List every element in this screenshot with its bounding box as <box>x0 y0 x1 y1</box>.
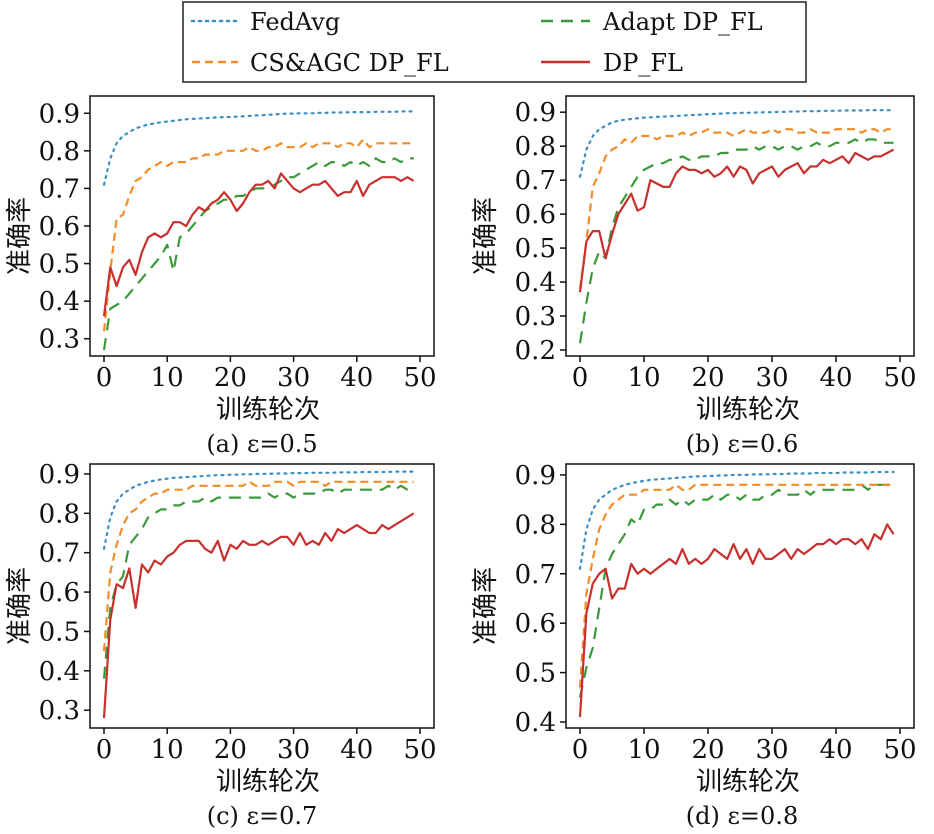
panel-d-series-adapt-dp-fl <box>578 483 894 698</box>
chart-panel-c: 0 10 20 30 40 50 0.3 0.4 0.5 0.6 0.7 0.8 0.9 训练轮次 准确… <box>5 460 437 830</box>
panel-c-y-tick-label: 0.8 <box>39 499 80 529</box>
legend: FedAvg Adapt DP_FL CS&AGC DP_FL DP_FL <box>182 1 807 83</box>
panel-b-x-tick-label: 30 <box>755 363 788 393</box>
panel-c-frame <box>89 463 435 729</box>
panel-b-y-axis-label: 准确率 <box>471 197 501 275</box>
panel-a-series-cs-agc-dp-fl <box>102 138 414 332</box>
panel-d-y-axis-label: 准确率 <box>471 567 501 645</box>
panel-b-y-tick-label: 0.3 <box>515 302 556 332</box>
panel-d-y-tick-label: 0.9 <box>515 461 556 491</box>
panel-d-y-tick-label: 0.5 <box>515 659 556 689</box>
panel-c-plot-area: 0 10 20 30 40 50 0.3 0.4 0.5 0.6 0.7 0.8 0.9 <box>39 460 437 765</box>
panel-d-series-cs-agc-dp-fl <box>578 483 894 688</box>
panel-c-x-tick-label: 20 <box>214 735 247 765</box>
panel-c-y-tick-label: 0.9 <box>39 460 80 490</box>
legend-label-cs-agc-dp-fl: CS&AGC DP_FL <box>250 49 449 77</box>
panel-c-y-tick-label: 0.6 <box>39 578 80 608</box>
panel-d-x-tick-label: 10 <box>627 735 660 765</box>
panel-d-x-tick-label: 50 <box>883 735 916 765</box>
panel-c-y-tick-label: 0.5 <box>39 617 80 647</box>
panel-c-x-tick-label: 50 <box>403 735 436 765</box>
panel-a-x-tick-label: 10 <box>151 363 184 393</box>
panel-c-x-axis-label: 训练轮次 <box>216 767 320 797</box>
panel-d-y-tick-label: 0.7 <box>515 560 556 590</box>
panel-d-y-tick-label: 0.6 <box>515 609 556 639</box>
panel-d-caption: (d) ε=0.8 <box>686 802 798 830</box>
panel-d-x-axis-label: 训练轮次 <box>696 767 800 797</box>
chart-panel-b: 0 10 20 30 40 50 0.2 0.3 0.4 0.5 0.6 0.7 0.8 0.9 训练轮次… <box>471 95 917 458</box>
panel-b-series-cs-agc-dp-fl <box>578 128 894 289</box>
panel-d-x-tick-label: 30 <box>755 735 788 765</box>
chart-panel-a: 0 10 20 30 40 50 0.3 0.4 0.5 0.6 0.7 0.8 0.9 训练轮次 准确… <box>5 95 437 458</box>
panel-c-x-tick-label: 30 <box>277 735 310 765</box>
panel-a-y-tick-label: 0.4 <box>39 287 80 317</box>
panel-b-y-tick-label: 0.6 <box>515 200 556 230</box>
panel-c-y-tick-label: 0.7 <box>39 539 80 569</box>
panel-c-series-cs-agc-dp-fl <box>102 480 414 652</box>
panel-c-x-tick-label: 40 <box>340 735 373 765</box>
panel-c-y-tick-label: 0.3 <box>39 696 80 726</box>
panel-b-x-tick-label: 20 <box>691 363 724 393</box>
panel-a-caption: (a) ε=0.5 <box>206 430 317 458</box>
panel-b-x-tick-label: 40 <box>819 363 852 393</box>
panel-a-x-axis-label: 训练轮次 <box>216 395 320 425</box>
panel-c-y-tick-label: 0.4 <box>39 657 80 687</box>
panel-a-y-tick-label: 0.6 <box>39 212 80 242</box>
panel-b-y-tick-label: 0.8 <box>515 132 556 162</box>
panel-b-y-tick-label: 0.4 <box>515 268 556 298</box>
panel-b-plot-area: 0 10 20 30 40 50 0.2 0.3 0.4 0.5 0.6 0.7 0.8 0.9 <box>515 95 917 393</box>
panel-d-y-tick-label: 0.4 <box>515 708 556 738</box>
panel-c-series-fedavg <box>102 470 415 550</box>
panel-d-plot-area: 0 10 20 30 40 50 0.4 0.5 0.6 0.7 0.8 0.9 <box>515 461 917 765</box>
panel-d-x-tick-label: 20 <box>691 735 724 765</box>
panel-a-series-adapt-dp-fl <box>102 157 414 351</box>
panel-a-x-tick-label: 40 <box>340 363 373 393</box>
panel-a-y-tick-label: 0.9 <box>39 99 80 129</box>
panel-b-y-tick-label: 0.5 <box>515 234 556 264</box>
panel-a-x-tick-label: 0 <box>96 363 113 393</box>
panel-a-y-axis-label: 准确率 <box>5 197 35 275</box>
panel-b-y-tick-label: 0.9 <box>515 98 556 128</box>
panel-c-series-adapt-dp-fl <box>102 484 415 679</box>
panel-a-plot-area: 0 10 20 30 40 50 0.3 0.4 0.5 0.6 0.7 0.8 0.9 <box>39 95 437 393</box>
panel-a-y-tick-label: 0.3 <box>39 325 80 355</box>
panel-d-frame <box>565 463 915 729</box>
panel-b-series-adapt-dp-fl <box>578 138 894 344</box>
legend-label-adapt-dp-fl: Adapt DP_FL <box>602 8 763 36</box>
panel-a-y-tick-label: 0.7 <box>39 174 80 204</box>
panel-c-x-tick-label: 10 <box>151 735 184 765</box>
legend-label-dp-fl: DP_FL <box>603 49 683 77</box>
panel-a-x-tick-label: 30 <box>277 363 310 393</box>
panel-b-x-tick-label: 50 <box>883 363 916 393</box>
panel-d-y-tick-label: 0.8 <box>515 510 556 540</box>
panel-b-x-tick-label: 10 <box>627 363 660 393</box>
panel-a-series-dp-fl <box>102 172 415 317</box>
panel-b-series-dp-fl <box>578 148 895 293</box>
panel-a-y-tick-label: 0.8 <box>39 137 80 167</box>
panel-d-x-tick-label: 40 <box>819 735 852 765</box>
panel-a-series-fedavg <box>102 110 415 186</box>
panel-b-frame <box>565 95 915 357</box>
panel-d-series-dp-fl <box>578 523 895 718</box>
panel-b-series-fedavg <box>578 109 895 178</box>
panel-a-x-tick-label: 20 <box>214 363 247 393</box>
panel-b-y-tick-label: 0.7 <box>515 166 556 196</box>
panel-c-y-axis-label: 准确率 <box>5 567 35 645</box>
panel-b-x-axis-label: 训练轮次 <box>696 395 800 425</box>
panel-b-x-tick-label: 0 <box>572 363 589 393</box>
panel-d-x-tick-label: 0 <box>572 735 589 765</box>
panel-a-y-tick-label: 0.5 <box>39 250 80 280</box>
chart-panel-d: 0 10 20 30 40 50 0.4 0.5 0.6 0.7 0.8 0.9 训练轮次 准确率 (… <box>471 461 917 830</box>
panel-c-series-dp-fl <box>102 512 415 719</box>
panel-a-x-tick-label: 50 <box>403 363 436 393</box>
panel-b-y-tick-label: 0.2 <box>515 336 556 366</box>
legend-label-fedavg: FedAvg <box>250 8 340 36</box>
panel-c-x-tick-label: 0 <box>96 735 113 765</box>
panel-c-caption: (c) ε=0.7 <box>207 802 318 830</box>
legend-frame <box>182 1 807 83</box>
panel-b-caption: (b) ε=0.6 <box>686 430 798 458</box>
panel-a-frame <box>89 95 435 357</box>
